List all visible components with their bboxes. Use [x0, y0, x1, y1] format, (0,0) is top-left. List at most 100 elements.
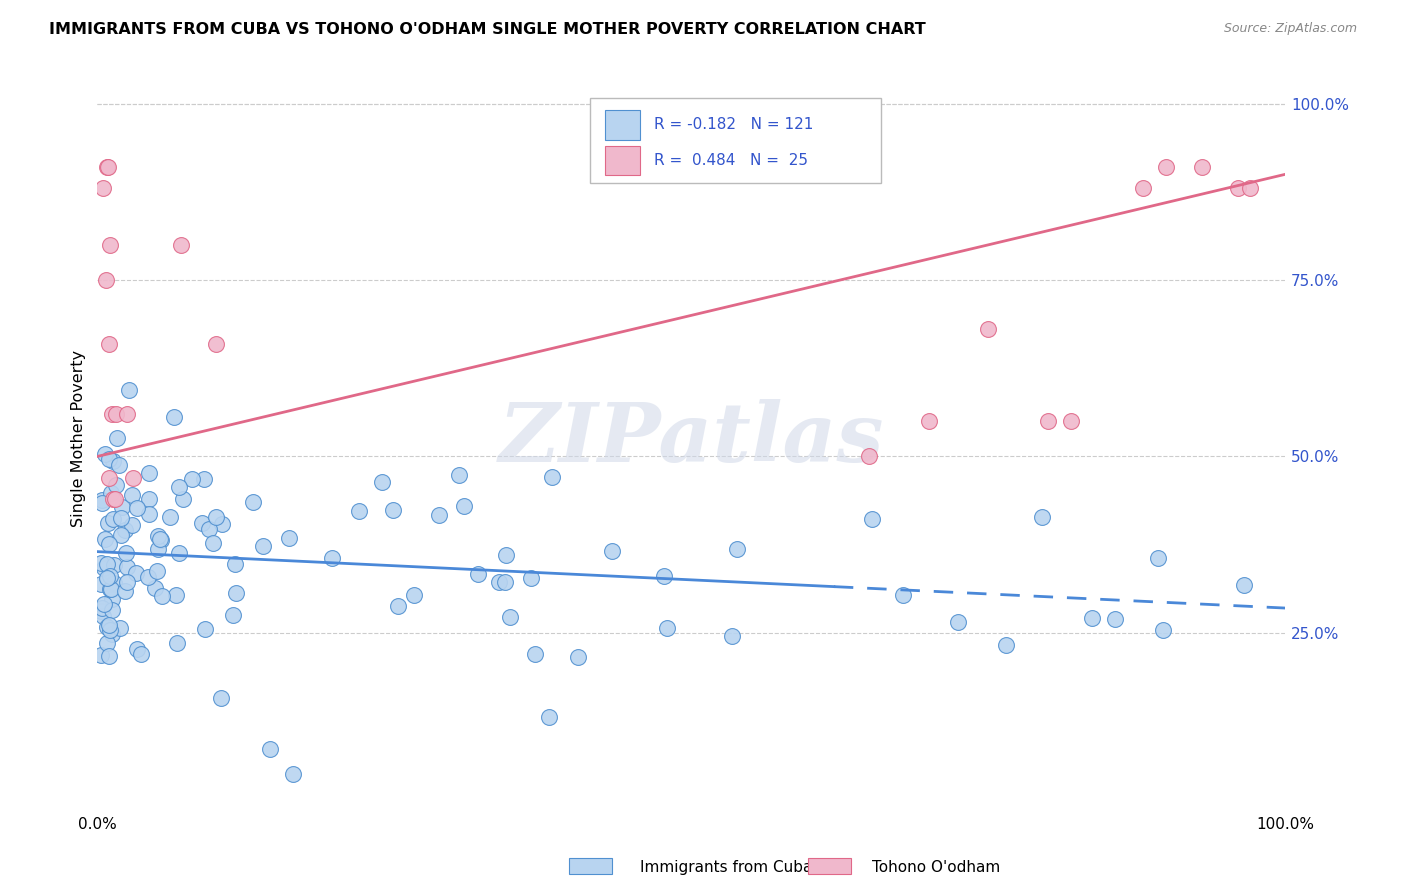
Point: [121, 488, 143, 502]
Text: Source: ZipAtlas.com: Source: ZipAtlas.com: [1223, 22, 1357, 36]
Point: [118, 384, 141, 398]
Point: [402, 588, 425, 602]
Point: [110, 511, 132, 525]
Point: [277, 531, 299, 545]
Point: [138, 466, 160, 480]
Point: [499, 610, 522, 624]
Point: [191, 516, 214, 531]
Point: [198, 522, 221, 536]
Point: [169, 237, 191, 252]
Point: [98, 470, 121, 484]
Point: [918, 414, 941, 428]
Text: ZIPatlas: ZIPatlas: [499, 399, 884, 479]
Text: Immigrants from Cuba: Immigrants from Cuba: [640, 860, 813, 874]
Point: [103, 576, 125, 591]
Point: [494, 574, 516, 589]
Point: [1226, 181, 1249, 195]
Point: [172, 491, 194, 506]
Point: [127, 501, 149, 516]
Point: [93, 532, 115, 546]
Point: [1031, 509, 1053, 524]
Point: [166, 636, 188, 650]
Point: [204, 509, 226, 524]
Point: [149, 532, 172, 546]
Point: [138, 507, 160, 521]
Point: [96, 620, 118, 634]
Point: [111, 500, 134, 515]
Point: [91, 493, 114, 508]
Point: [110, 622, 132, 636]
FancyBboxPatch shape: [605, 110, 640, 140]
Point: [447, 467, 470, 482]
Point: [382, 503, 405, 517]
Text: Tohono O'odham: Tohono O'odham: [872, 860, 1000, 874]
Point: [541, 470, 564, 484]
Point: [90, 576, 112, 591]
Point: [114, 523, 136, 537]
Point: [105, 407, 128, 421]
Point: [104, 477, 127, 491]
Point: [101, 627, 124, 641]
Point: [860, 512, 883, 526]
Point: [977, 322, 1000, 336]
Point: [93, 598, 115, 612]
Point: [97, 516, 120, 530]
Point: [725, 541, 748, 556]
Point: [90, 496, 112, 510]
FancyBboxPatch shape: [591, 98, 882, 183]
Point: [103, 558, 125, 573]
Point: [101, 603, 124, 617]
Point: [193, 473, 215, 487]
Point: [387, 599, 409, 613]
Point: [520, 571, 543, 585]
Point: [495, 548, 517, 562]
Point: [211, 517, 233, 532]
Point: [194, 622, 217, 636]
Point: [283, 766, 305, 780]
Point: [91, 181, 114, 195]
Point: [91, 608, 114, 623]
Point: [100, 237, 122, 252]
Point: [600, 544, 623, 558]
Point: [98, 617, 121, 632]
Point: [1156, 161, 1178, 175]
Point: [105, 431, 128, 445]
FancyBboxPatch shape: [605, 145, 640, 175]
Point: [567, 649, 589, 664]
Text: IMMIGRANTS FROM CUBA VS TOHONO O'ODHAM SINGLE MOTHER POVERTY CORRELATION CHART: IMMIGRANTS FROM CUBA VS TOHONO O'ODHAM S…: [49, 22, 927, 37]
Y-axis label: Single Mother Poverty: Single Mother Poverty: [72, 351, 86, 527]
Point: [100, 623, 122, 637]
Point: [488, 574, 510, 589]
Point: [1147, 551, 1170, 566]
Point: [94, 447, 117, 461]
Point: [98, 582, 121, 596]
Point: [115, 560, 138, 574]
Point: [1060, 414, 1083, 428]
Point: [129, 647, 152, 661]
Point: [110, 528, 132, 542]
Point: [146, 529, 169, 543]
Point: [652, 569, 675, 583]
Point: [180, 472, 202, 486]
Point: [467, 566, 489, 581]
Point: [252, 539, 274, 553]
Point: [96, 161, 118, 175]
Point: [721, 629, 744, 643]
Point: [98, 336, 121, 351]
Point: [100, 407, 122, 421]
Point: [1152, 624, 1174, 638]
Point: [858, 450, 880, 464]
Point: [96, 557, 118, 571]
Point: [90, 556, 112, 570]
Point: [97, 537, 120, 551]
Point: [101, 512, 124, 526]
Point: [1191, 161, 1213, 175]
Point: [100, 485, 122, 500]
Point: [1239, 181, 1261, 195]
Point: [96, 635, 118, 649]
Point: [165, 589, 187, 603]
Point: [347, 504, 370, 518]
Point: [125, 642, 148, 657]
Point: [209, 690, 232, 705]
Point: [97, 161, 120, 175]
